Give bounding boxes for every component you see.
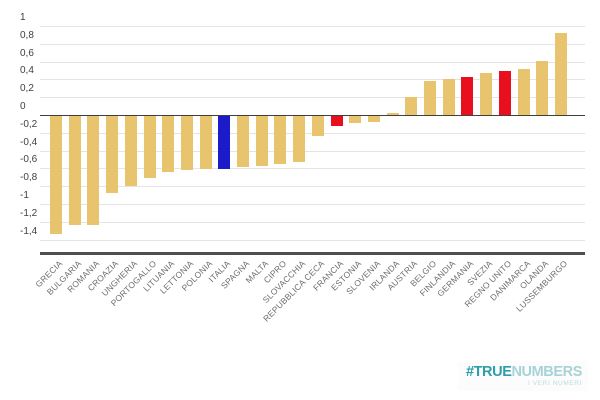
bar-germania [461, 77, 473, 115]
bar-polonia [200, 116, 212, 169]
gridline [40, 97, 585, 98]
bar-regno-unito [499, 71, 511, 115]
logo-numbers: NUMBERS [511, 364, 582, 380]
bar-croazia [106, 116, 118, 193]
y-axis-tick-label: -0,4 [20, 137, 38, 148]
gridline [40, 222, 585, 223]
bar-olanda [536, 61, 548, 115]
bar-repubblica-ceca [312, 116, 324, 136]
gridline [40, 26, 585, 27]
bar-danimarca [518, 69, 530, 115]
y-axis-tick-label: 0,2 [20, 83, 34, 94]
bar-irlanda [387, 113, 399, 115]
bar-portogallo [144, 116, 156, 178]
bar-bulgaria [69, 116, 81, 225]
y-axis-tick-label: 0,6 [20, 48, 34, 59]
bar-ungheria [125, 116, 137, 186]
gridline [40, 240, 585, 241]
zero-axis-line [40, 115, 585, 116]
bar-svezia [480, 73, 492, 115]
y-axis-tick-label: 1 [20, 12, 26, 23]
y-axis-tick-label: -0,8 [20, 172, 38, 183]
gridline [40, 186, 585, 187]
bar-grecia [50, 116, 62, 234]
bar-estonia [349, 116, 361, 123]
gridline [40, 151, 585, 152]
bar-belgio [424, 81, 436, 115]
bar-austria [405, 97, 417, 115]
gridline [40, 44, 585, 45]
y-axis-tick-label: 0 [20, 101, 26, 112]
bar-lituania [162, 116, 174, 172]
bar-lussemburgo [555, 33, 567, 115]
y-axis-tick-label: -1,2 [20, 208, 38, 219]
bar-slovenia [368, 116, 380, 122]
y-axis-tick-label: -0,6 [20, 154, 38, 165]
y-axis-tick-label: 0,8 [20, 30, 34, 41]
truenumbers-logo: #TRUENUMBERS I VERI NUMERI [457, 361, 588, 391]
bar-spagna [237, 116, 249, 167]
gridline [40, 62, 585, 63]
y-axis-tick-label: -1,4 [20, 226, 38, 237]
bar-cipro [274, 116, 286, 164]
bar-malta [256, 116, 268, 166]
bar-italia [218, 116, 230, 169]
bar-francia [331, 116, 343, 126]
gridline [40, 168, 585, 169]
y-axis-tick-label: -1 [20, 190, 29, 201]
bar-lettonia [181, 116, 193, 170]
logo-tagline: I VERI NUMERI [527, 380, 582, 387]
y-axis-tick-label: 0,4 [20, 65, 34, 76]
bar-slovacchia [293, 116, 305, 162]
gridline [40, 79, 585, 80]
x-axis-baseline [40, 252, 585, 255]
logo-hashtag-true: #TRUE [465, 364, 512, 380]
bar-romania [87, 116, 99, 225]
logo-wordmark: #TRUENUMBERS [466, 365, 582, 380]
bar-finlandia [443, 79, 455, 115]
y-axis-tick-label: -0,2 [20, 119, 38, 130]
gridline [40, 204, 585, 205]
